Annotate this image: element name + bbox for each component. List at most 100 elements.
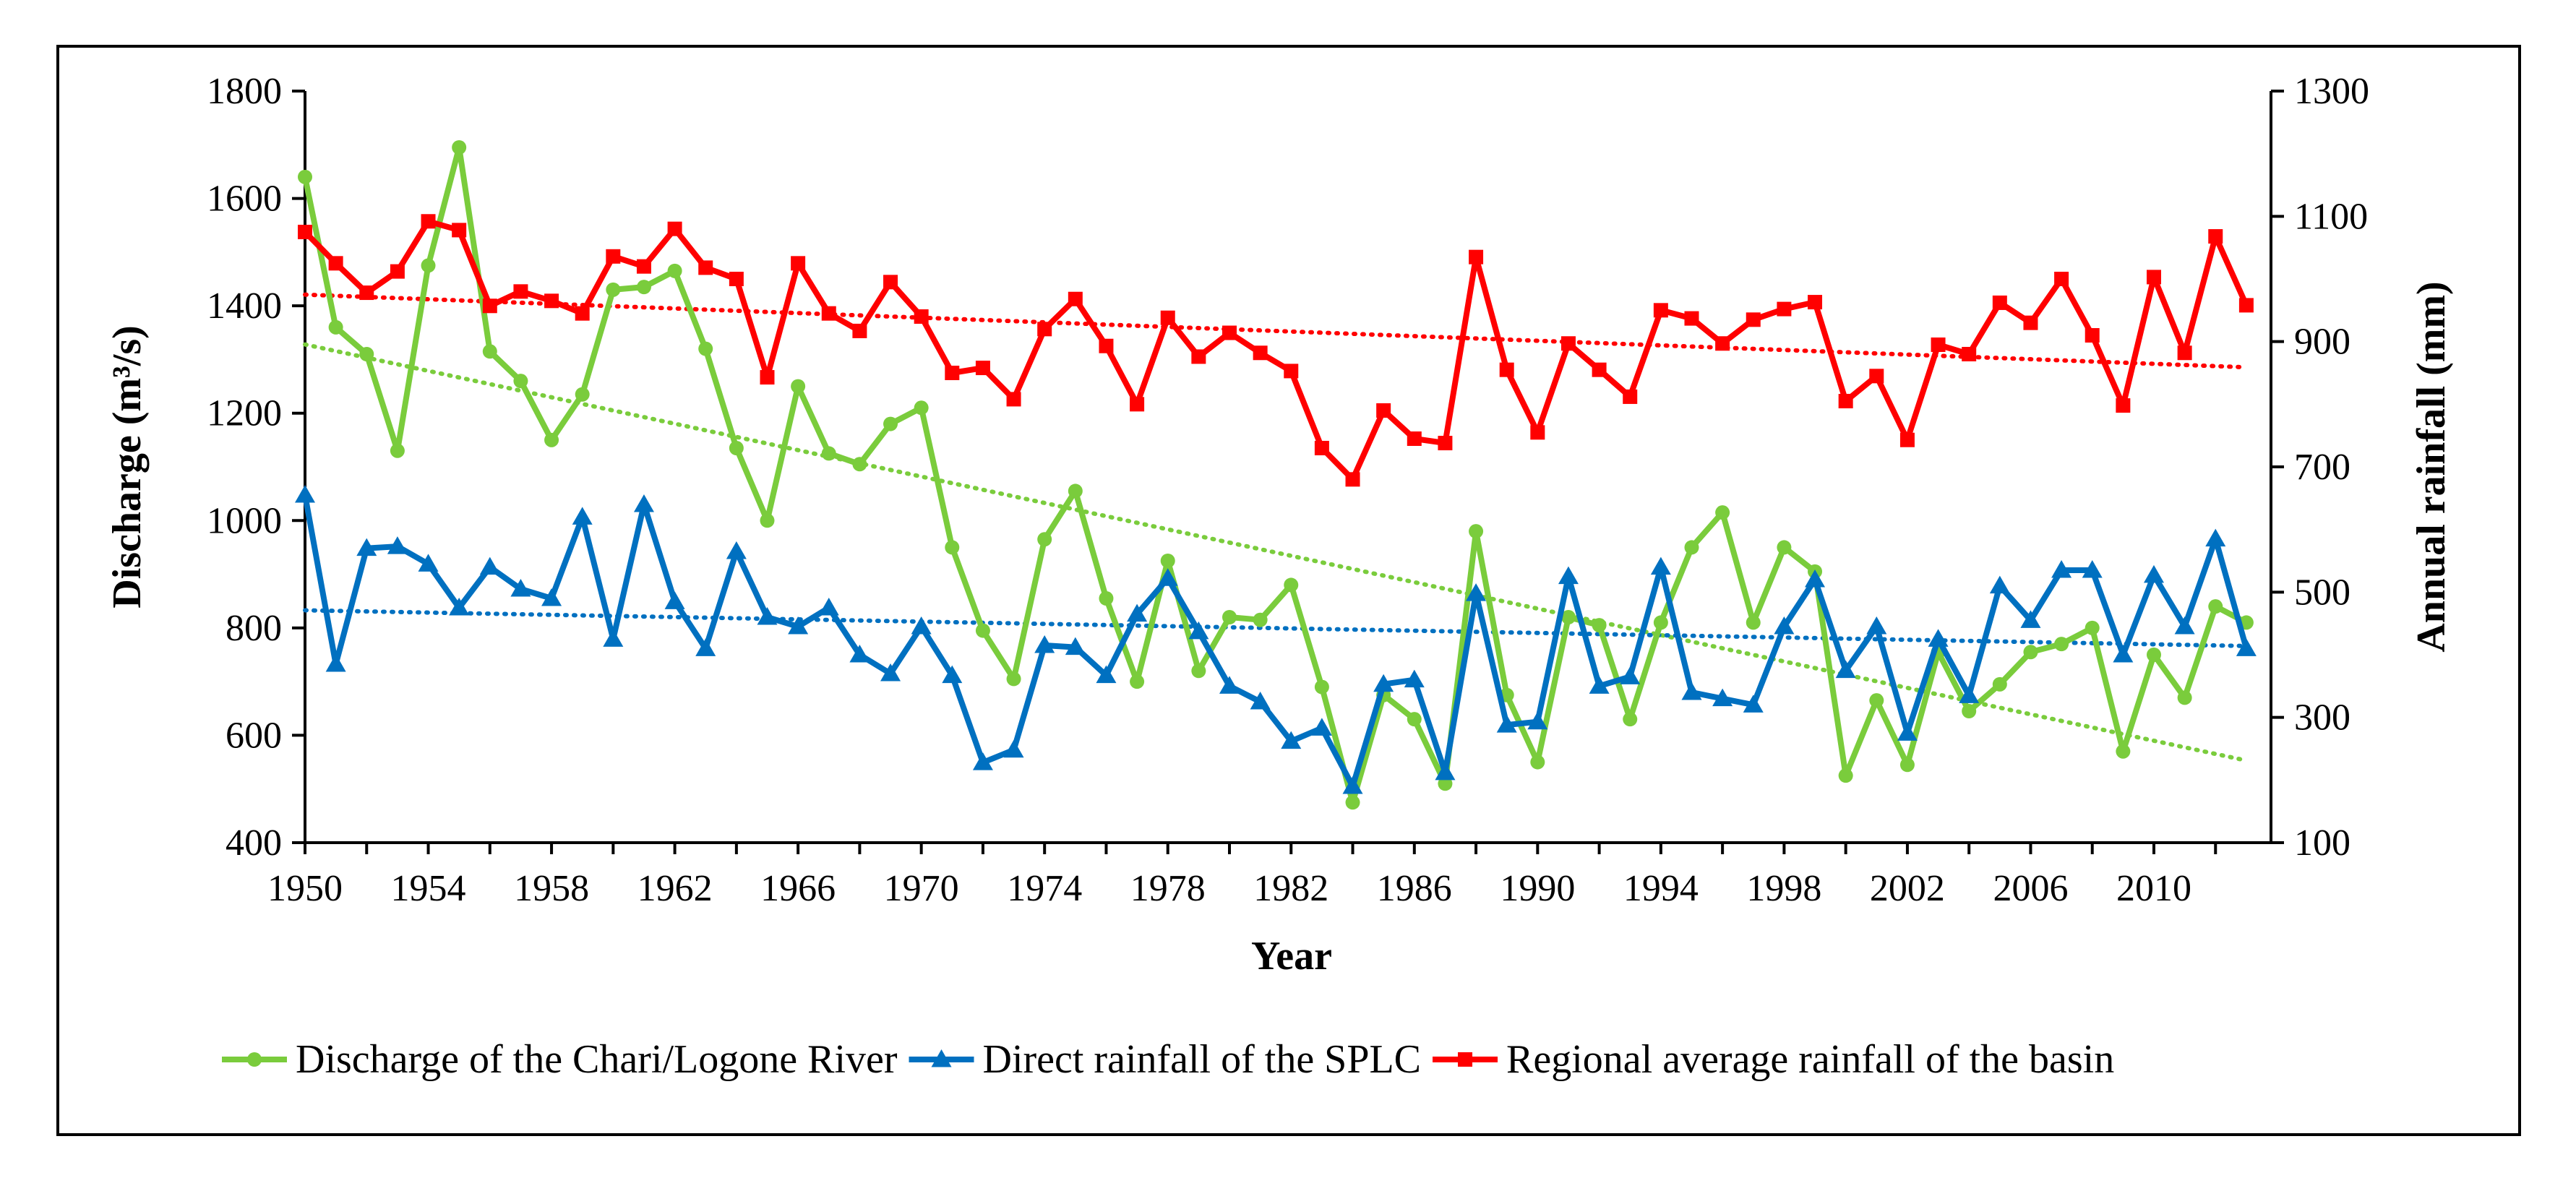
y2-tick-label: 300 xyxy=(2294,697,2350,739)
data-point xyxy=(2054,637,2069,652)
data-point xyxy=(945,366,960,380)
x-tick-label: 1962 xyxy=(637,868,713,909)
data-point xyxy=(1345,795,1360,810)
data-point xyxy=(1653,303,1668,318)
data-point xyxy=(1838,768,1853,783)
x-tick-label: 2002 xyxy=(1870,868,1945,909)
legend-swatch-marker xyxy=(931,1049,952,1067)
data-point xyxy=(359,347,374,361)
legend-swatch-marker xyxy=(247,1052,262,1067)
x-tick-label: 1954 xyxy=(391,868,466,909)
y-tick-label: 600 xyxy=(226,715,282,756)
data-point xyxy=(1623,389,1638,404)
series-square xyxy=(298,214,2254,487)
data-point xyxy=(849,645,870,663)
data-point xyxy=(1897,723,1918,741)
data-point xyxy=(1068,483,1083,499)
data-point xyxy=(1438,436,1453,451)
data-point xyxy=(1435,762,1456,781)
data-point xyxy=(1808,295,1823,310)
data-point xyxy=(975,623,990,638)
legend: Discharge of the Chari/Logone River Direc… xyxy=(222,1037,2114,1082)
data-point xyxy=(757,607,778,625)
data-point xyxy=(1222,325,1237,340)
data-point xyxy=(1899,757,1915,773)
y-tick-label: 1400 xyxy=(207,285,282,327)
legend-label: Regional average rainfall of the basin xyxy=(1506,1037,2114,1082)
data-point xyxy=(1774,616,1795,635)
data-point xyxy=(883,275,898,290)
data-point xyxy=(2174,616,2195,635)
data-point xyxy=(298,169,312,184)
data-point xyxy=(914,309,929,324)
data-point xyxy=(390,264,405,279)
data-point xyxy=(513,284,528,299)
x-tick-label: 1986 xyxy=(1377,868,1452,909)
y-tick-label: 1200 xyxy=(207,393,282,434)
y-tick-label: 1000 xyxy=(207,500,282,541)
data-point xyxy=(1496,715,1517,733)
legend-item: Direct rainfall of the SPLC xyxy=(909,1037,1421,1082)
x-tick-label: 1978 xyxy=(1130,868,1206,909)
chart-svg: 400 600 800 1000 1200 1400 1600 1800 100 300 500 70… xyxy=(105,71,2454,1082)
y2-tick-label: 900 xyxy=(2294,322,2350,363)
data-point xyxy=(1127,603,1148,622)
legend-item: Discharge of the Chari/Logone River xyxy=(222,1037,898,1082)
data-point xyxy=(2023,645,2038,660)
data-point xyxy=(1099,338,1114,353)
data-point xyxy=(729,441,744,455)
y-axis-title: Discharge (m³/s) xyxy=(105,325,150,609)
data-point xyxy=(2085,328,2100,343)
data-point xyxy=(664,591,685,609)
y-tick-label: 400 xyxy=(226,822,282,864)
data-point xyxy=(2236,638,2257,656)
data-point xyxy=(1130,674,1145,689)
data-point xyxy=(1777,540,1792,555)
data-point xyxy=(298,225,312,239)
x-tick-label: 1998 xyxy=(1746,868,1821,909)
data-point xyxy=(1037,322,1052,337)
data-point xyxy=(1715,336,1730,351)
data-point xyxy=(1222,610,1237,624)
data-point xyxy=(1469,249,1484,265)
data-point xyxy=(1099,591,1114,606)
x-tick-label: 1990 xyxy=(1500,868,1575,909)
data-point xyxy=(1253,345,1268,361)
data-point xyxy=(544,293,559,309)
y2-tick-label: 100 xyxy=(2294,822,2350,864)
data-point xyxy=(1130,397,1145,412)
data-point xyxy=(1373,674,1394,692)
data-point xyxy=(2177,345,2192,361)
data-point xyxy=(479,556,500,575)
x-tick-label: 1982 xyxy=(1253,868,1328,909)
data-point xyxy=(1527,711,1548,730)
data-point xyxy=(1096,665,1117,684)
data-point xyxy=(2116,398,2131,413)
data-point xyxy=(2113,645,2134,663)
data-point xyxy=(1284,364,1299,379)
data-point xyxy=(1623,712,1638,727)
data-point xyxy=(975,361,990,376)
x-tick-label: 1950 xyxy=(267,868,343,909)
data-point xyxy=(1592,362,1607,377)
data-point xyxy=(729,272,744,286)
data-point xyxy=(541,588,562,606)
trendline-circle xyxy=(303,342,2249,763)
data-point xyxy=(387,536,408,554)
x-tick-label: 1966 xyxy=(760,868,836,909)
x-tick-label: 2010 xyxy=(2116,868,2191,909)
data-point xyxy=(2146,648,2161,662)
data-point xyxy=(2020,610,2041,628)
data-point xyxy=(1314,679,1329,695)
axes-layer: 400 600 800 1000 1200 1400 1600 1800 100 300 500 70… xyxy=(207,71,2369,909)
data-point xyxy=(328,319,343,335)
data-point xyxy=(1469,524,1484,539)
data-point xyxy=(821,446,836,461)
data-point xyxy=(1681,682,1702,700)
data-point xyxy=(1620,666,1641,684)
data-point xyxy=(1558,566,1579,585)
data-point xyxy=(2146,270,2161,285)
data-point xyxy=(1866,616,1887,635)
legend-label: Discharge of the Chari/Logone River xyxy=(296,1037,898,1082)
data-point xyxy=(1342,776,1363,794)
